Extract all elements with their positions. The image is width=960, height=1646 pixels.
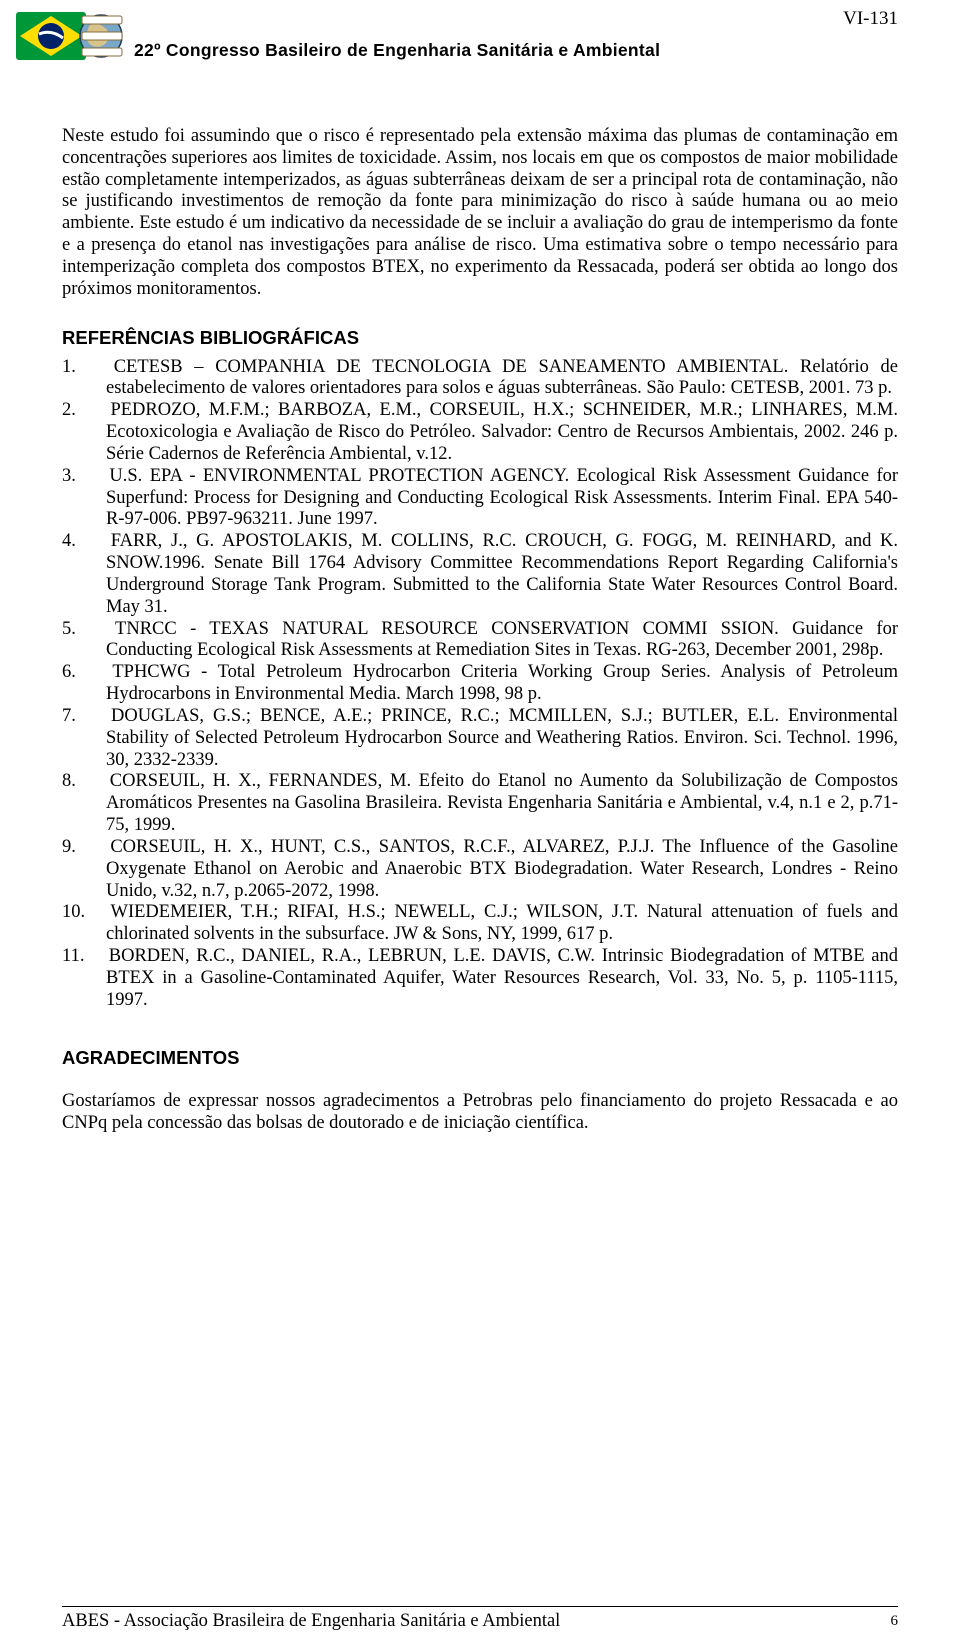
reference-text: BORDEN, R.C., DANIEL, R.A., LEBRUN, L.E.… (106, 946, 898, 1010)
reference-list: 1. CETESB – COMPANHIA DE TECNOLOGIA DE S… (62, 357, 898, 1012)
reference-text: WIEDEMEIER, T.H.; RIFAI, H.S.; NEWELL, C… (106, 902, 898, 944)
reference-text: FARR, J., G. APOSTOLAKIS, M. COLLINS, R.… (106, 531, 898, 616)
page-header: 22º Congresso Basileiro de Engenharia Sa… (0, 0, 960, 62)
reference-item: 10. WIEDEMEIER, T.H.; RIFAI, H.S.; NEWEL… (62, 902, 898, 946)
reference-text: PEDROZO, M.F.M.; BARBOZA, E.M., CORSEUIL… (106, 400, 898, 464)
reference-item: 7. DOUGLAS, G.S.; BENCE, A.E.; PRINCE, R… (62, 706, 898, 771)
congress-logo (16, 10, 126, 62)
reference-item: 1. CETESB – COMPANHIA DE TECNOLOGIA DE S… (62, 357, 898, 401)
footer-org: ABES - Associação Brasileira de Engenhar… (62, 1611, 560, 1632)
page-number: 6 (891, 1611, 899, 1632)
reference-item: 9. CORSEUIL, H. X., HUNT, C.S., SANTOS, … (62, 837, 898, 902)
document-page: 22º Congresso Basileiro de Engenharia Sa… (0, 0, 960, 1646)
reference-item: 6. TPHCWG - Total Petroleum Hydrocarbon … (62, 662, 898, 706)
reference-text: DOUGLAS, G.S.; BENCE, A.E.; PRINCE, R.C.… (106, 706, 898, 770)
body-area: Neste estudo foi assumindo que o risco é… (0, 62, 960, 1135)
intro-paragraph: Neste estudo foi assumindo que o risco é… (62, 126, 898, 301)
reference-text: TNRCC - TEXAS NATURAL RESOURCE CONSERVAT… (106, 619, 898, 661)
reference-text: CORSEUIL, H. X., HUNT, C.S., SANTOS, R.C… (106, 837, 898, 901)
reference-item: 2. PEDROZO, M.F.M.; BARBOZA, E.M., CORSE… (62, 400, 898, 465)
page-footer: ABES - Associação Brasileira de Engenhar… (62, 1606, 898, 1632)
acknowledgments-paragraph: Gostaríamos de expressar nossos agradeci… (62, 1091, 898, 1135)
reference-text: U.S. EPA - ENVIRONMENTAL PROTECTION AGEN… (106, 466, 898, 530)
reference-item: 11. BORDEN, R.C., DANIEL, R.A., LEBRUN, … (62, 946, 898, 1011)
references-heading: REFERÊNCIAS BIBLIOGRÁFICAS (62, 327, 898, 349)
reference-item: 3. U.S. EPA - ENVIRONMENTAL PROTECTION A… (62, 466, 898, 531)
acknowledgments-heading: AGRADECIMENTOS (62, 1047, 898, 1069)
reference-text: TPHCWG - Total Petroleum Hydrocarbon Cri… (106, 662, 898, 704)
page-code: VI-131 (843, 8, 898, 30)
reference-text: CORSEUIL, H. X., FERNANDES, M. Efeito do… (106, 771, 898, 835)
reference-text: CETESB – COMPANHIA DE TECNOLOGIA DE SANE… (106, 357, 898, 399)
reference-item: 5. TNRCC - TEXAS NATURAL RESOURCE CONSER… (62, 619, 898, 663)
reference-item: 4. FARR, J., G. APOSTOLAKIS, M. COLLINS,… (62, 531, 898, 618)
running-title: 22º Congresso Basileiro de Engenharia Sa… (134, 40, 660, 61)
reference-item: 8. CORSEUIL, H. X., FERNANDES, M. Efeito… (62, 771, 898, 836)
